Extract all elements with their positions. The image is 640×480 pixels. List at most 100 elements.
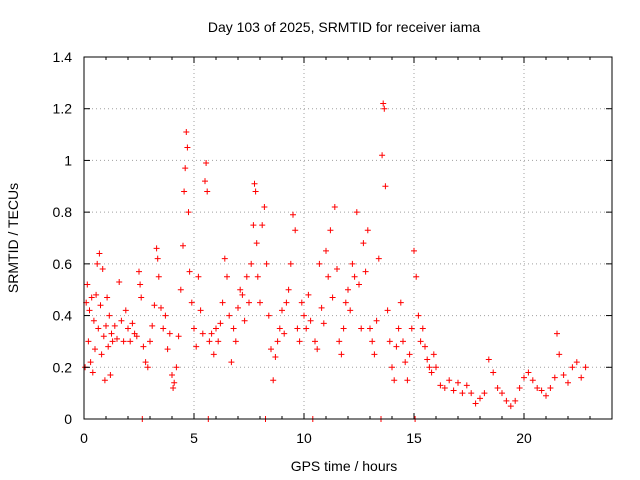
data-point — [127, 338, 134, 345]
data-point — [428, 369, 435, 376]
data-point — [151, 302, 158, 309]
data-point — [331, 203, 338, 210]
data-point — [521, 374, 527, 381]
data-point — [362, 268, 369, 275]
grid-lines — [84, 57, 612, 419]
data-point — [191, 325, 197, 332]
data-point — [114, 335, 120, 342]
data-point — [182, 165, 189, 172]
data-point — [371, 351, 378, 358]
data-point — [534, 384, 541, 391]
data-point — [336, 338, 343, 345]
data-point — [185, 209, 192, 216]
data-point — [217, 320, 224, 327]
data-point — [424, 356, 431, 363]
data-point — [384, 307, 391, 314]
data-point — [90, 317, 97, 324]
y-tick-label: 1 — [64, 152, 72, 168]
data-point — [98, 351, 105, 358]
data-point — [243, 273, 250, 280]
data-point — [481, 390, 488, 397]
data-point — [358, 325, 365, 332]
data-point — [188, 299, 195, 306]
data-point — [122, 307, 129, 314]
data-point — [149, 322, 156, 329]
data-point — [268, 346, 274, 353]
data-point — [263, 260, 270, 267]
data-point — [312, 338, 318, 345]
data-point — [578, 374, 585, 381]
data-point — [529, 377, 536, 384]
data-point — [408, 325, 415, 332]
data-point — [369, 338, 376, 345]
data-point — [101, 377, 108, 384]
data-point — [441, 384, 448, 391]
data-point — [235, 304, 241, 311]
x-tick-label: 20 — [516, 430, 532, 446]
data-point — [204, 188, 211, 195]
data-point — [248, 260, 255, 267]
data-point — [180, 242, 186, 249]
data-point — [184, 144, 191, 151]
data-point — [208, 330, 215, 337]
data-point — [153, 245, 160, 252]
y-tick-label: 0 — [64, 411, 72, 427]
data-point — [158, 304, 164, 311]
data-point — [472, 400, 479, 407]
data-point — [221, 255, 228, 262]
data-point — [298, 299, 305, 306]
data-point — [391, 377, 398, 384]
data-point — [325, 273, 332, 280]
data-point — [253, 240, 260, 247]
data-point — [237, 286, 244, 293]
data-point — [106, 312, 113, 319]
data-point — [477, 395, 483, 402]
axis-ticks — [83, 56, 613, 420]
data-point — [95, 325, 102, 332]
data-point — [175, 333, 182, 340]
data-point — [307, 317, 314, 324]
data-point — [202, 178, 208, 185]
y-axis-title: SRMTID / TECUs — [5, 183, 21, 293]
data-point — [323, 247, 329, 254]
data-point — [490, 369, 497, 376]
data-point — [342, 299, 349, 306]
data-point — [554, 330, 560, 337]
data-point — [382, 183, 389, 190]
data-point — [400, 338, 406, 345]
data-point — [85, 338, 92, 345]
data-point — [446, 377, 453, 384]
data-point — [556, 351, 563, 358]
data-point — [565, 379, 571, 386]
data-point — [100, 333, 107, 340]
data-point — [109, 338, 116, 345]
data-point — [246, 299, 252, 306]
data-point — [318, 304, 325, 311]
data-point — [582, 364, 589, 371]
data-point — [108, 330, 115, 337]
data-point — [463, 382, 470, 389]
x-axis-title: GPS time / hours — [291, 458, 398, 474]
data-point — [226, 312, 233, 319]
data-point — [250, 222, 257, 229]
data-point — [397, 299, 404, 306]
data-point — [380, 100, 387, 107]
data-point — [360, 240, 367, 247]
data-point — [283, 299, 290, 306]
data-point — [140, 343, 147, 350]
data-point — [84, 281, 91, 288]
data-point — [137, 281, 144, 288]
data-point — [154, 255, 161, 262]
data-point — [547, 384, 554, 391]
data-point — [254, 273, 261, 280]
data-point — [203, 160, 210, 167]
data-point — [422, 343, 428, 350]
data-point — [116, 278, 123, 285]
data-point — [433, 364, 439, 371]
data-point — [468, 390, 475, 397]
data-point — [301, 312, 307, 319]
data-point — [88, 294, 95, 301]
data-point — [206, 338, 213, 345]
data-point — [334, 266, 340, 273]
